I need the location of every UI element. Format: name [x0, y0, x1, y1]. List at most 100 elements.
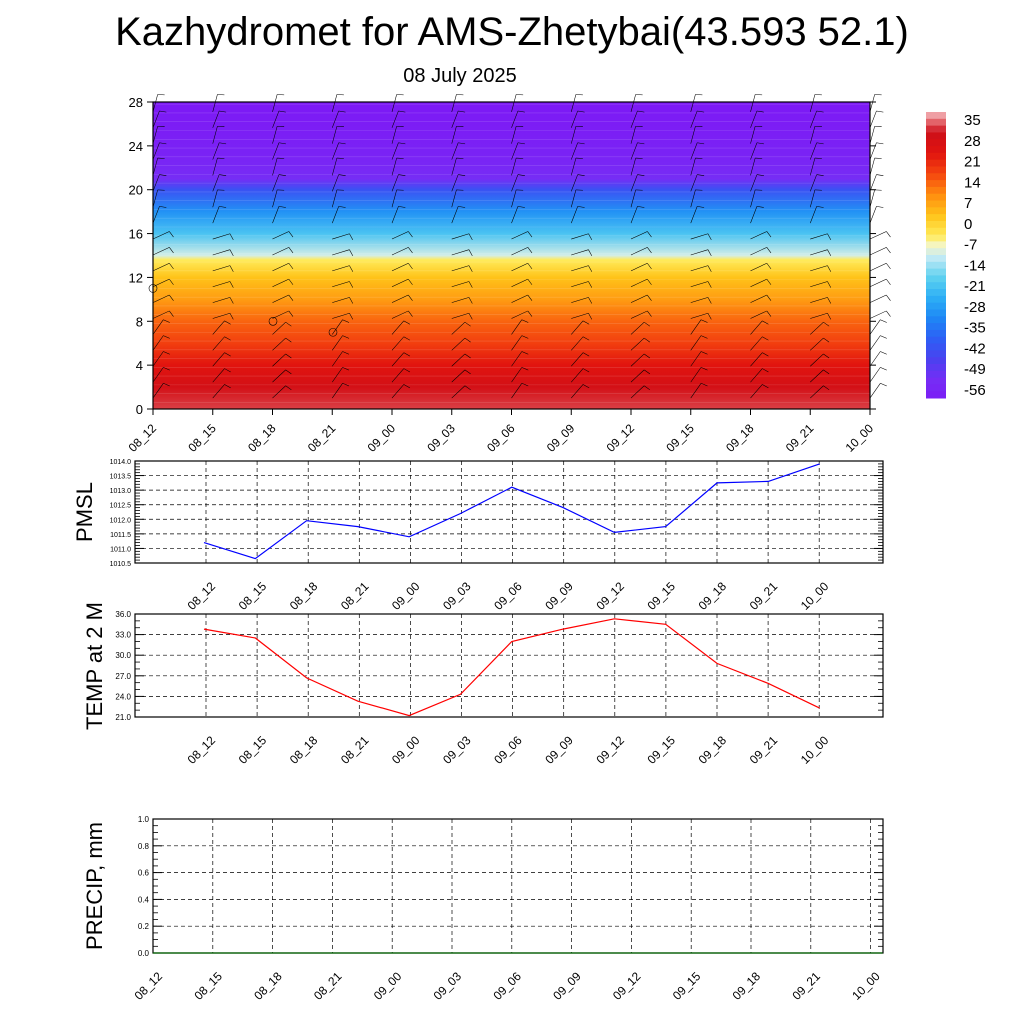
wind-barb [571, 352, 584, 367]
legend-swatch [926, 357, 946, 365]
wind-barb [152, 94, 158, 112]
wind-barb [272, 247, 289, 256]
wind-barb [451, 353, 466, 367]
wind-barb-feather [527, 278, 533, 285]
legend-swatch [926, 241, 946, 249]
legend-swatch [926, 363, 946, 372]
x-tick-label: 09_09 [542, 579, 576, 613]
wind-barb-feather [697, 110, 705, 113]
legend-swatch [926, 384, 946, 392]
wind-barb [212, 249, 231, 256]
y-tick-label: 0.2 [138, 922, 150, 931]
wind-barb-feather [229, 265, 234, 272]
wind-barb-feather [278, 174, 286, 176]
wind-barb [690, 206, 698, 224]
wind-barb-feather [700, 335, 708, 339]
wind-barb [272, 321, 286, 335]
wind-barb-feather [766, 247, 772, 254]
wind-barb [571, 233, 589, 240]
wind-barb [212, 384, 225, 399]
wind-barb-feather [464, 385, 471, 391]
legend-swatch [926, 295, 946, 304]
wind-barb [630, 189, 636, 208]
wind-barb [570, 110, 578, 128]
wind-barb-feather [582, 352, 590, 357]
wind-barb [272, 158, 278, 176]
wind-barb [869, 158, 875, 176]
legend-label: 21 [964, 154, 981, 171]
wind-barb-feather [521, 335, 529, 339]
x-tick-label: 08_12 [132, 969, 166, 1003]
wind-barb [869, 351, 881, 367]
wind-barb [451, 94, 457, 112]
wind-barb [630, 174, 638, 192]
y-axis-label: PMSL [72, 482, 97, 542]
wind-barb-feather [697, 174, 705, 176]
wind-barb-feather [816, 110, 824, 113]
wind-barb [152, 142, 160, 160]
wind-barb [690, 281, 709, 288]
wind-barb-feather [588, 313, 593, 320]
wind-barb-feather [468, 265, 473, 272]
x-tick-label: 09_18 [730, 969, 764, 1003]
wind-barb [690, 249, 709, 256]
wind-barb [511, 351, 523, 367]
wind-barb [571, 384, 584, 399]
wind-barb [750, 336, 763, 351]
wind-barb-feather [880, 319, 887, 323]
wind-barb [332, 265, 350, 272]
y-tick-label: 0 [136, 402, 143, 417]
legend-swatch [926, 275, 946, 283]
wind-barb-feather [464, 321, 471, 327]
wind-barb [332, 335, 343, 351]
wind-barb-feather [762, 368, 769, 373]
wind-barb [690, 110, 698, 128]
calm-circle [268, 316, 278, 326]
wind-barb [630, 337, 645, 351]
x-tick-label: 09_06 [491, 733, 525, 767]
legend-swatch [926, 302, 946, 310]
wind-barb-feather [697, 142, 705, 145]
wind-barb-feather [288, 310, 294, 317]
wind-barb-feather [229, 297, 234, 304]
wind-barb [272, 142, 280, 160]
wind-barb-feather [285, 369, 292, 375]
wind-barb-feather [288, 247, 294, 254]
y-tick-label: 1012.0 [110, 517, 132, 524]
legend-label: 14 [964, 174, 981, 191]
wind-barb [630, 142, 638, 160]
wind-barb [332, 351, 343, 367]
wind-barb-feather [527, 247, 533, 254]
legend-label: -35 [964, 320, 986, 337]
legend-label: -21 [964, 278, 986, 295]
color-legend: 35 28 21 14 7 0 -7 -14 -21 -28 -35 -42 -49 -56 [926, 112, 986, 399]
wind-barb-feather [468, 313, 473, 320]
wind-barb [809, 189, 816, 208]
wind-barb-feather [876, 174, 884, 176]
wind-barb-feather [588, 297, 593, 304]
wind-barb [212, 233, 231, 240]
wind-barb-feather [582, 368, 590, 373]
y-tick-label: 0.6 [138, 869, 150, 878]
x-tick-label: 09_03 [440, 579, 474, 613]
wind-barb-feather [588, 233, 593, 241]
wind-barb [869, 294, 887, 303]
wind-barb-feather [762, 384, 769, 389]
x-tick-label: 09_03 [424, 421, 458, 455]
precip-panel: 0.0 0.2 0.4 0.6 0.8 1.0 08_12 08_15 08_18 08_21 09… [82, 815, 884, 1003]
wind-barb-feather [342, 351, 350, 355]
wind-barb [690, 174, 698, 192]
wind-barb [750, 174, 758, 192]
x-tick-label: 09_18 [696, 579, 730, 613]
wind-barb [332, 249, 350, 256]
wind-barb-feather [219, 206, 227, 208]
wind-barb [869, 262, 887, 272]
wind-barb-feather [521, 351, 529, 355]
legend-swatch [926, 323, 946, 331]
wind-barb [331, 94, 338, 112]
wind-barb [152, 126, 158, 144]
wind-barb-feather [458, 174, 466, 176]
wind-barb [630, 247, 648, 256]
wind-barb [690, 142, 698, 160]
wind-barb-feather [468, 297, 473, 304]
